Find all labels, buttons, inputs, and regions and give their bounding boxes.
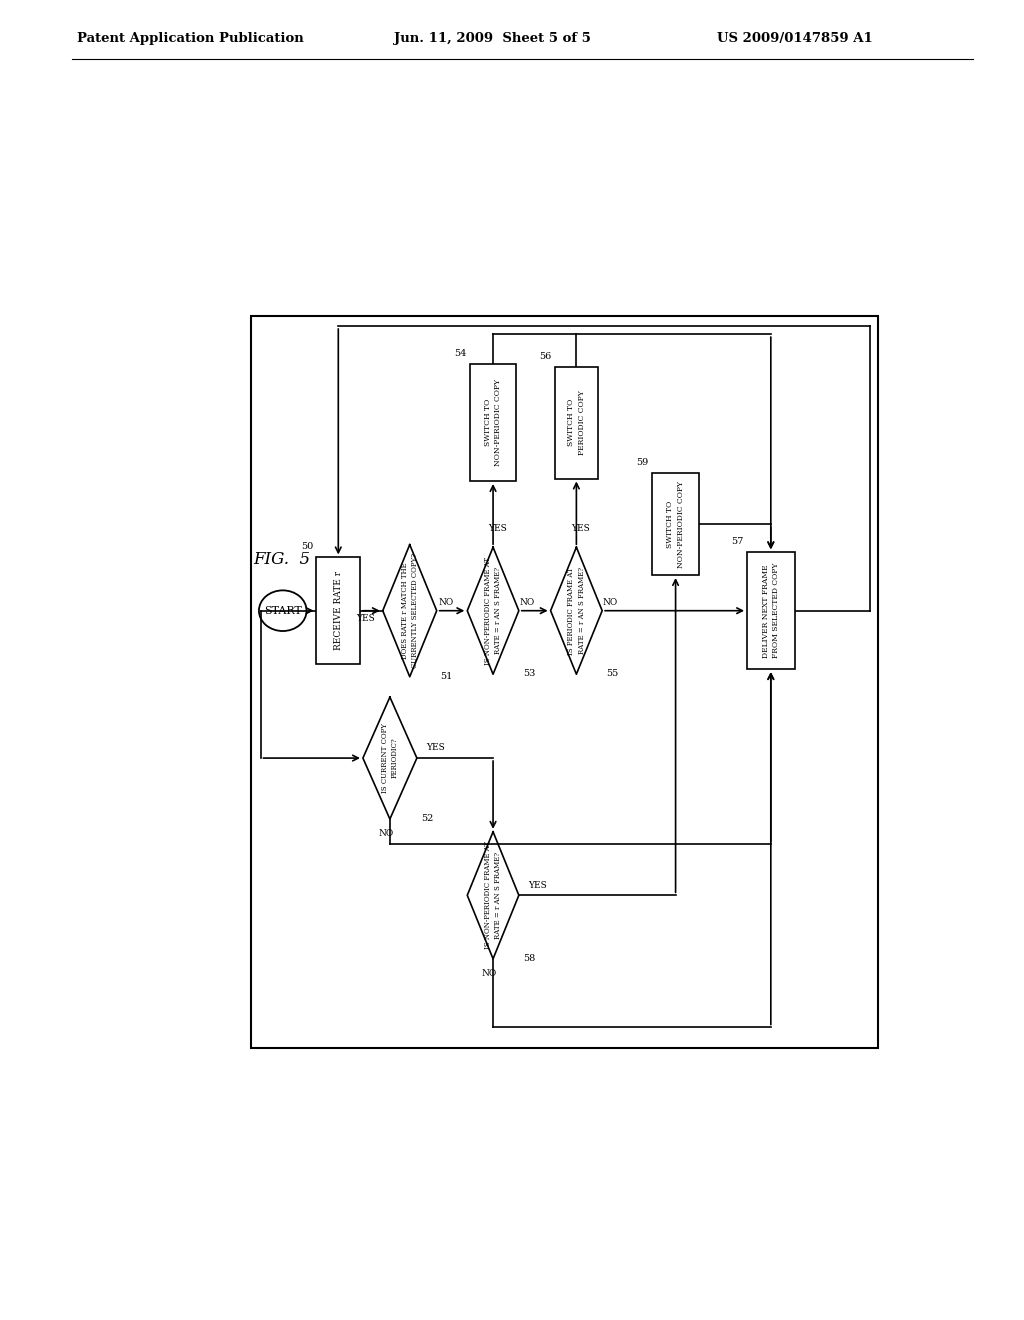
Bar xyxy=(316,557,360,664)
Text: IS NON-PERIODIC FRAME AT
RATE = r AN S FRAME?: IS NON-PERIODIC FRAME AT RATE = r AN S F… xyxy=(484,557,502,665)
Bar xyxy=(251,315,878,1048)
Text: SWITCH TO
NON-PERIODIC COPY: SWITCH TO NON-PERIODIC COPY xyxy=(667,480,685,568)
Text: NO: NO xyxy=(378,829,393,838)
Text: SWITCH TO
PERIODIC COPY: SWITCH TO PERIODIC COPY xyxy=(567,391,586,455)
Bar xyxy=(470,364,516,480)
Text: 56: 56 xyxy=(539,351,551,360)
Bar xyxy=(748,552,795,669)
Text: 57: 57 xyxy=(731,537,743,546)
Text: START: START xyxy=(264,606,302,615)
Bar xyxy=(651,474,699,576)
Text: SWITCH TO
NON-PERIODIC COPY: SWITCH TO NON-PERIODIC COPY xyxy=(484,379,502,466)
Text: YES: YES xyxy=(356,614,375,623)
Polygon shape xyxy=(467,832,519,958)
Text: 58: 58 xyxy=(523,954,536,962)
Text: DOES RATE r MATCH THE
CURRENTLY SELECTED COPY?: DOES RATE r MATCH THE CURRENTLY SELECTED… xyxy=(400,553,419,668)
Text: YES: YES xyxy=(487,524,507,533)
Text: 55: 55 xyxy=(606,669,618,678)
Text: 52: 52 xyxy=(421,814,433,822)
Text: DELIVER NEXT FRAME
FROM SELECTED COPY: DELIVER NEXT FRAME FROM SELECTED COPY xyxy=(762,564,780,659)
Text: IS NON-PERIODIC FRAME AT
RATE = r AN S FRAME?: IS NON-PERIODIC FRAME AT RATE = r AN S F… xyxy=(484,841,502,949)
Bar xyxy=(555,367,598,479)
Text: 54: 54 xyxy=(455,348,467,358)
Text: NO: NO xyxy=(519,598,535,607)
Polygon shape xyxy=(551,548,602,675)
Text: NO: NO xyxy=(481,969,497,978)
Text: FIG.  5: FIG. 5 xyxy=(253,552,310,569)
Text: Patent Application Publication: Patent Application Publication xyxy=(77,32,303,45)
Text: NO: NO xyxy=(602,598,617,607)
Text: 51: 51 xyxy=(440,672,453,681)
Polygon shape xyxy=(383,545,436,677)
Text: IS CURRENT COPY
PERIODIC?: IS CURRENT COPY PERIODIC? xyxy=(381,723,399,793)
Polygon shape xyxy=(362,697,417,818)
Text: YES: YES xyxy=(528,880,547,890)
Text: IS PERIODIC FRAME AT
RATE = r AN S FRAME?: IS PERIODIC FRAME AT RATE = r AN S FRAME… xyxy=(567,566,586,655)
Text: 50: 50 xyxy=(301,543,313,552)
Text: YES: YES xyxy=(571,524,590,533)
Text: NO: NO xyxy=(438,598,454,607)
Text: 59: 59 xyxy=(636,458,648,467)
Text: YES: YES xyxy=(426,743,445,752)
Polygon shape xyxy=(467,548,519,675)
Text: RECEIVE RATE r: RECEIVE RATE r xyxy=(334,572,343,651)
Text: Jun. 11, 2009  Sheet 5 of 5: Jun. 11, 2009 Sheet 5 of 5 xyxy=(394,32,591,45)
Text: 53: 53 xyxy=(523,669,536,678)
Text: US 2009/0147859 A1: US 2009/0147859 A1 xyxy=(717,32,872,45)
